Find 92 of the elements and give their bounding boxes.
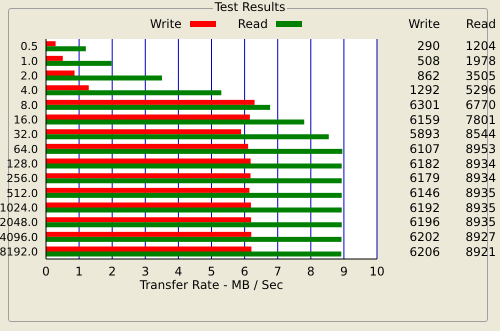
text: 6301: [408, 98, 440, 112]
text: 8934: [464, 156, 496, 171]
bar: [46, 70, 75, 76]
text: 1204: [464, 39, 496, 54]
text: 8934: [464, 171, 496, 186]
bar: [46, 232, 252, 237]
text: 6179: [408, 171, 440, 186]
x-axis-title: Transfer Rate - MB / Sec: [138, 278, 284, 292]
bar: [46, 60, 112, 66]
text: 8935: [464, 200, 496, 215]
bar: [46, 114, 250, 120]
bar: [46, 144, 248, 149]
text: 5296: [464, 83, 496, 98]
bar: [46, 158, 251, 164]
text: 6107: [408, 142, 440, 156]
text: 6192: [408, 200, 440, 215]
x-tick-label: 5: [208, 264, 216, 279]
y-tick-label: 4.0: [20, 84, 38, 98]
x-tick-label: 3: [141, 264, 150, 279]
bar: [46, 120, 304, 125]
text: Write: [407, 17, 440, 31]
text: 8921: [464, 244, 496, 259]
text: 6196: [408, 215, 440, 230]
text: 8935: [464, 186, 496, 200]
text: 8927: [464, 230, 496, 244]
legend-label: Read: [238, 17, 268, 31]
y-tick-label: 128.0: [6, 158, 38, 171]
y-tick-label: 1.0: [20, 54, 38, 68]
text: 8935: [464, 215, 496, 230]
x-tick-label: 1: [75, 264, 83, 279]
x-tick-label: 8: [306, 264, 315, 279]
text: 8953: [464, 142, 496, 156]
x-tick-label: 6: [240, 264, 248, 279]
text: 6146: [408, 186, 440, 200]
text: 6770: [464, 98, 496, 112]
bar: [46, 148, 342, 154]
bar: [46, 85, 89, 90]
x-tick-label: 0: [42, 264, 50, 279]
text: 3505: [464, 68, 496, 83]
bar: [46, 192, 342, 198]
y-tick-label: 32.0: [14, 128, 38, 142]
text: 862: [416, 68, 440, 83]
text: 290: [416, 39, 440, 54]
y-tick-label: 8192.0: [0, 246, 38, 259]
bar: [46, 178, 342, 184]
bar: [46, 129, 242, 134]
text: 6182: [408, 156, 440, 171]
x-tick-label: 10: [369, 264, 385, 279]
text: Read: [464, 17, 496, 31]
bar: [46, 90, 222, 96]
text: 5893: [408, 127, 440, 142]
text: 1978: [464, 54, 496, 68]
y-tick-label: 2.0: [20, 70, 38, 83]
chart-title: Test Results: [212, 0, 288, 14]
legend-label: Write: [150, 17, 182, 31]
y-tick-label: 64.0: [14, 142, 38, 156]
text: 508: [416, 54, 440, 68]
bar: [46, 252, 342, 257]
bar: [46, 188, 250, 193]
bar: [46, 46, 86, 52]
bar: [46, 222, 342, 228]
bar: [46, 41, 56, 46]
y-tick-label: 0.5: [20, 40, 38, 54]
bar: [46, 236, 342, 242]
bar: [46, 208, 342, 213]
bar: [46, 217, 252, 222]
y-tick-label: 256.0: [6, 172, 38, 186]
text: 7801: [464, 112, 496, 127]
y-tick-label: 512.0: [6, 186, 38, 200]
text: 6159: [408, 112, 440, 127]
bar: [46, 104, 270, 110]
y-tick-label: 8.0: [20, 98, 38, 112]
bar: [46, 76, 162, 81]
bar: [46, 164, 342, 169]
bar: [46, 56, 63, 61]
x-tick-label: 9: [340, 264, 348, 279]
text: 1292: [408, 83, 440, 98]
y-tick-label: 2048.0: [0, 216, 38, 230]
x-tick-label: 2: [108, 264, 116, 279]
bar: [46, 100, 255, 105]
bar: [46, 134, 329, 140]
y-tick-label: 4096.0: [0, 230, 38, 244]
bar: [46, 246, 252, 252]
text: 6202: [408, 230, 440, 244]
text: 6206: [408, 244, 440, 259]
bar: [46, 173, 251, 178]
x-tick-label: 4: [174, 264, 182, 279]
x-tick-label: 7: [274, 264, 282, 279]
y-tick-label: 16.0: [14, 114, 38, 127]
text: 8544: [464, 127, 496, 142]
bar: [46, 202, 251, 208]
y-tick-label: 1024.0: [0, 202, 38, 215]
